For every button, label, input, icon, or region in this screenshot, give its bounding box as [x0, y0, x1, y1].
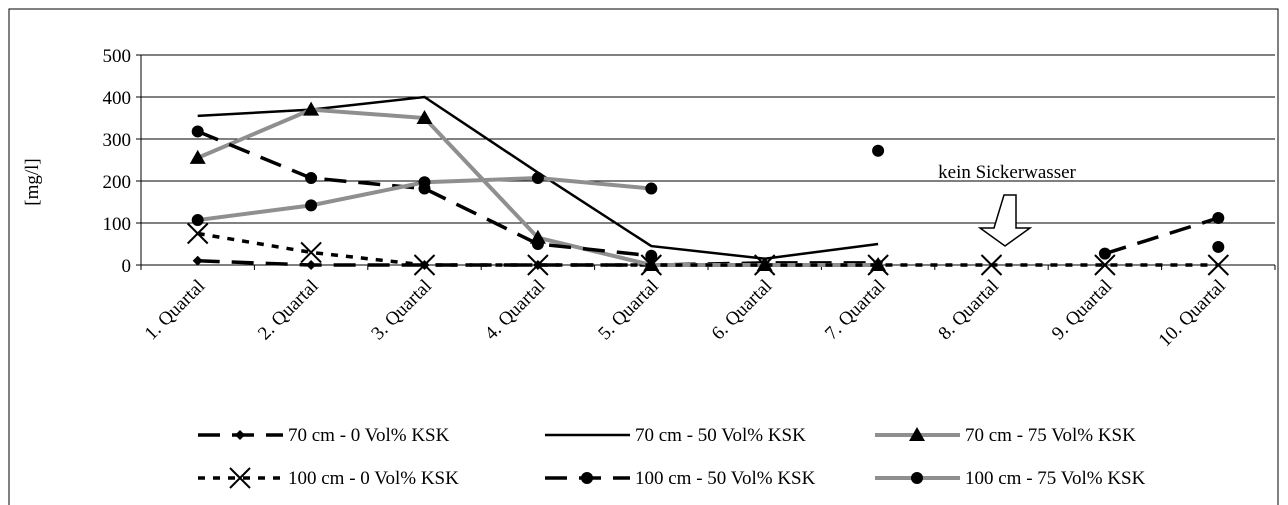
y-tick-label: 200 [103, 172, 132, 193]
data-point [531, 238, 544, 250]
data-point [645, 249, 658, 262]
data-point [235, 430, 245, 440]
y-tick-label: 400 [103, 88, 132, 109]
y-axis: 0 100 200 300 400 500 [103, 46, 142, 277]
data-point [306, 260, 317, 270]
data-point [640, 254, 663, 276]
data-point [867, 254, 889, 276]
data-point [1207, 254, 1230, 276]
legend-entry-2: 70 cm - 50 Vol% KSK [545, 425, 806, 446]
legend-entry-1: 70 cm - 0 Vol% KSK [198, 425, 450, 446]
series-line [1104, 216, 1219, 256]
legend-entry-6: 100 cm - 75 Vol% KSK [875, 468, 1146, 489]
y-axis-label: [mg/l] [22, 158, 43, 206]
data-point [911, 472, 923, 484]
series-line [197, 129, 652, 258]
data-point [305, 172, 318, 185]
annotation: kein Sickerwasser [938, 162, 1077, 247]
data-point [1212, 211, 1225, 224]
data-point [909, 427, 925, 441]
data-point [872, 144, 885, 157]
legend-label: 70 cm - 75 Vol% KSK [965, 425, 1136, 446]
y-tick-label: 300 [103, 130, 132, 151]
data-point [300, 241, 322, 264]
data-point [980, 254, 1003, 276]
series-5 [191, 125, 1225, 262]
data-point [186, 222, 209, 245]
data-point [645, 182, 658, 195]
y-tick-label: 0 [122, 256, 132, 277]
legend-entry-4: 100 cm - 0 Vol% KSK [198, 467, 459, 489]
data-point [229, 467, 251, 489]
data-point [531, 172, 544, 185]
y-tick-label: 100 [103, 214, 132, 235]
data-point [1212, 240, 1225, 253]
data-point [753, 254, 776, 276]
data-point [416, 110, 433, 124]
down-arrow-icon [977, 194, 1033, 247]
series-layer [186, 95, 1230, 276]
data-point [581, 472, 593, 484]
series-4 [186, 222, 1230, 276]
legend-entry-5: 100 cm - 50 Vol% KSK [545, 468, 816, 489]
data-point [1098, 247, 1111, 260]
series-line [197, 231, 1219, 267]
data-point [191, 214, 204, 227]
data-point [303, 101, 320, 116]
legend-label: 100 cm - 0 Vol% KSK [288, 468, 459, 489]
data-point [413, 254, 436, 276]
data-point [191, 125, 204, 138]
legend-entry-3: 70 cm - 75 Vol% KSK [875, 425, 1136, 446]
annotation-text: kein Sickerwasser [938, 162, 1076, 183]
data-point [527, 254, 549, 276]
series-6 [191, 172, 1225, 253]
data-point [305, 199, 318, 212]
legend-label: 70 cm - 0 Vol% KSK [288, 425, 450, 446]
data-point [1094, 254, 1116, 276]
legend-label: 70 cm - 50 Vol% KSK [635, 425, 806, 446]
data-point [192, 255, 203, 266]
data-point [189, 149, 206, 164]
legend: 70 cm - 0 Vol% KSK 70 cm - 50 Vol% KSK 70 … [198, 425, 1146, 489]
legend-label: 100 cm - 50 Vol% KSK [635, 468, 816, 489]
legend-label: 100 cm - 75 Vol% KSK [965, 468, 1146, 489]
y-tick-label: 500 [103, 46, 132, 67]
data-point [418, 176, 431, 189]
